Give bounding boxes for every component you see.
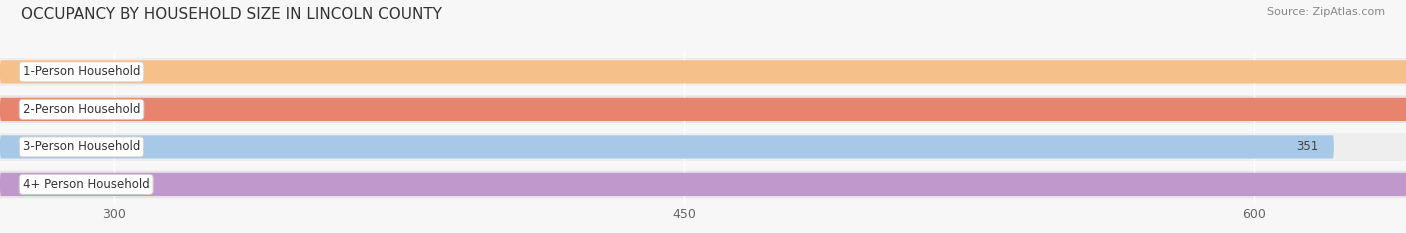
Text: 1-Person Household: 1-Person Household <box>22 65 141 78</box>
Text: 4+ Person Household: 4+ Person Household <box>22 178 149 191</box>
FancyBboxPatch shape <box>0 98 1406 121</box>
Text: 351: 351 <box>1296 140 1319 153</box>
FancyBboxPatch shape <box>0 96 1406 123</box>
Text: OCCUPANCY BY HOUSEHOLD SIZE IN LINCOLN COUNTY: OCCUPANCY BY HOUSEHOLD SIZE IN LINCOLN C… <box>21 7 441 22</box>
FancyBboxPatch shape <box>0 58 1406 86</box>
FancyBboxPatch shape <box>0 171 1406 198</box>
FancyBboxPatch shape <box>0 133 1406 161</box>
Text: Source: ZipAtlas.com: Source: ZipAtlas.com <box>1267 7 1385 17</box>
FancyBboxPatch shape <box>0 60 1406 83</box>
Text: 3-Person Household: 3-Person Household <box>22 140 141 153</box>
FancyBboxPatch shape <box>0 173 1406 196</box>
Text: 2-Person Household: 2-Person Household <box>22 103 141 116</box>
FancyBboxPatch shape <box>0 135 1334 158</box>
